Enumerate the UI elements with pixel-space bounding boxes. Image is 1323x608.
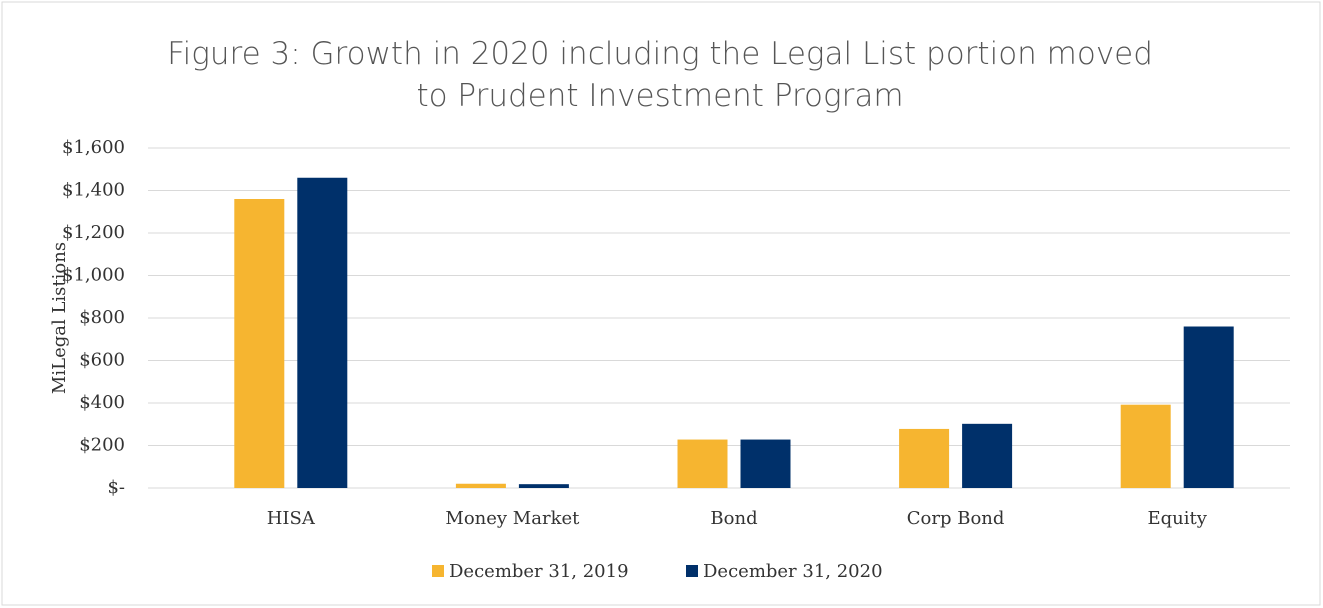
y-tick-label: $1,200 bbox=[62, 222, 125, 243]
y-tick-label: $1,400 bbox=[62, 180, 125, 201]
x-tick-label: Corp Bond bbox=[907, 508, 1005, 529]
bar bbox=[297, 177, 348, 488]
bar bbox=[518, 484, 569, 488]
x-tick-label: HISA bbox=[267, 508, 316, 529]
bar bbox=[677, 439, 728, 488]
x-tick-label: Bond bbox=[710, 508, 757, 529]
y-tick-label: $400 bbox=[79, 392, 125, 413]
y-tick-label: $1,000 bbox=[62, 265, 125, 286]
bar bbox=[455, 483, 506, 488]
y-axis-label: MiLegal Listions bbox=[49, 242, 70, 394]
y-tick-label: $1,600 bbox=[62, 137, 125, 158]
y-tick-label: $- bbox=[107, 477, 125, 498]
x-tick-label: Equity bbox=[1147, 508, 1207, 529]
x-tick-label: Money Market bbox=[445, 508, 580, 529]
legend-label: December 31, 2020 bbox=[703, 561, 883, 582]
bar bbox=[1183, 326, 1234, 488]
chart-title: Figure 3: Growth in 2020 including the L… bbox=[167, 36, 1153, 114]
legend-label: December 31, 2019 bbox=[449, 561, 629, 582]
legend-swatch bbox=[432, 565, 444, 577]
legend-swatch bbox=[686, 565, 698, 577]
bar bbox=[899, 428, 950, 488]
bar bbox=[962, 423, 1013, 488]
y-tick-label: $600 bbox=[79, 350, 125, 371]
bar bbox=[234, 199, 285, 488]
bar bbox=[1120, 404, 1171, 488]
bar bbox=[740, 439, 791, 488]
y-tick-label: $800 bbox=[79, 307, 125, 328]
y-tick-label: $200 bbox=[79, 435, 125, 456]
